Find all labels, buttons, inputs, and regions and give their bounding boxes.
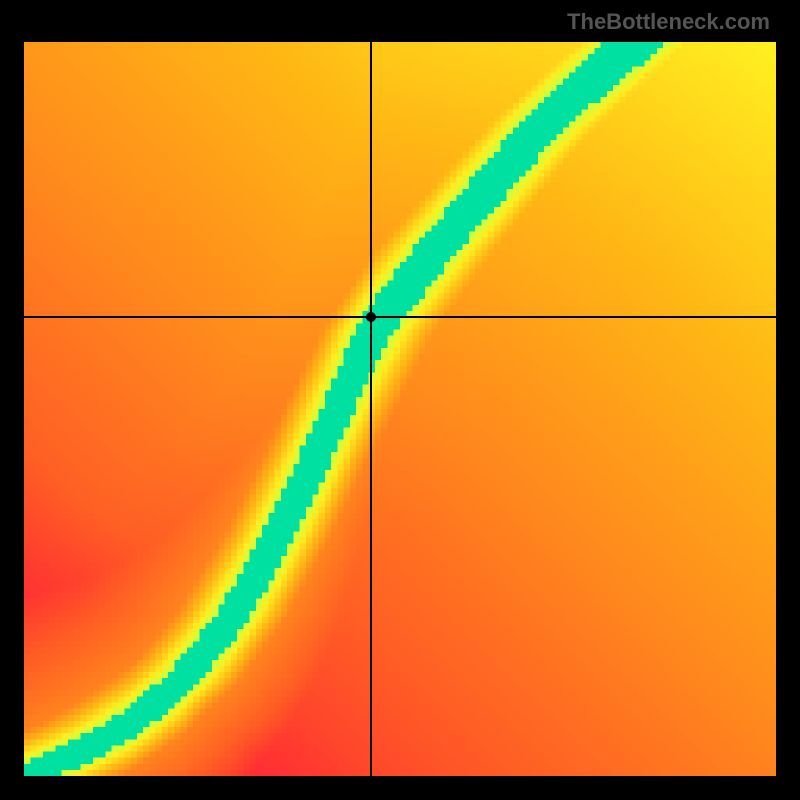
watermark-text: TheBottleneck.com (567, 9, 770, 35)
bottleneck-heatmap (24, 42, 776, 776)
plot-container: TheBottleneck.com (0, 0, 800, 800)
